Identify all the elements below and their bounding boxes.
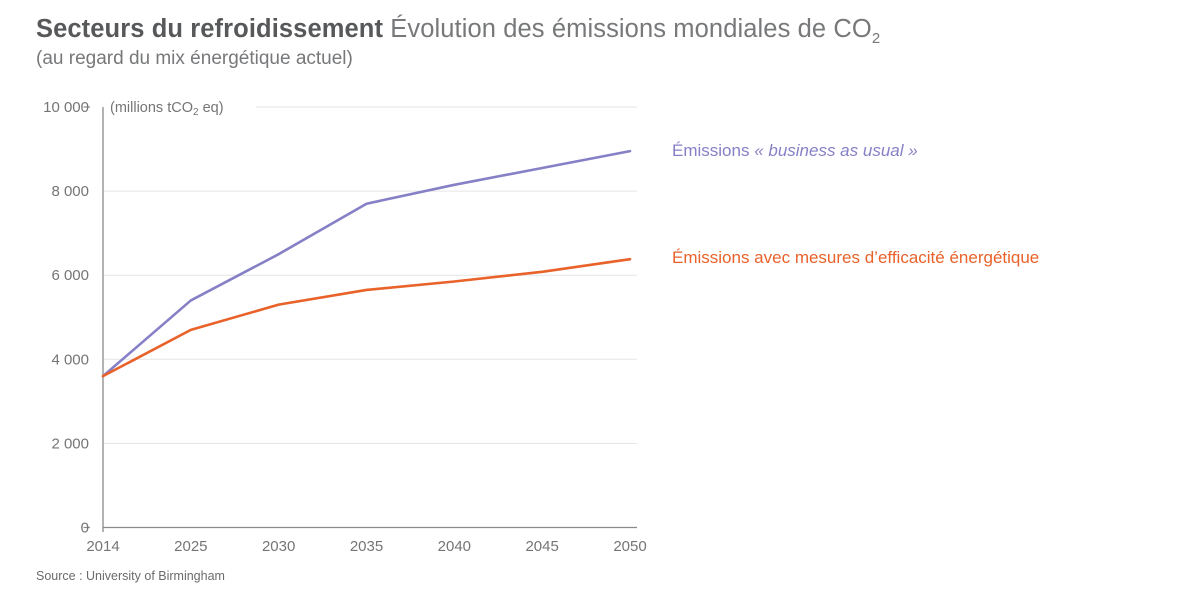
y-tick-label: 4 000 bbox=[51, 351, 89, 368]
page-title-bold: Secteurs du refroidissement bbox=[36, 15, 384, 43]
page-title: Secteurs du refroidissement Évolution de… bbox=[36, 14, 881, 48]
legend-bau-label: Émissions « business as usual » bbox=[672, 141, 918, 161]
series-efficiency-line bbox=[101, 257, 632, 378]
y-tick-label: 6 000 bbox=[51, 267, 89, 284]
x-tick-label: 2040 bbox=[438, 538, 471, 555]
x-tick-label: 2035 bbox=[350, 538, 383, 555]
y-tick-label: 10 000 bbox=[43, 99, 89, 116]
page-subtitle: (au regard du mix énergétique actuel) bbox=[36, 47, 353, 69]
x-tick-label: 2030 bbox=[262, 538, 295, 555]
x-tick-label: 2045 bbox=[525, 538, 558, 555]
page-title-subscript: 2 bbox=[871, 30, 881, 48]
legend-efficiency-label: Émissions avec mesures d’efficacité éner… bbox=[672, 248, 1040, 267]
legend-bau-italic: « business as usual » bbox=[754, 141, 918, 160]
axis-unit-label: (millions tCO2 eq) bbox=[110, 100, 224, 118]
emissions-chart: 0 2 000 4 000 6 000 8 000 10 000 (millions tCO… bbox=[43, 99, 647, 555]
y-tick-label: 8 000 bbox=[51, 183, 89, 200]
x-tick-label: 2014 bbox=[86, 538, 119, 555]
y-tick-label: 2 000 bbox=[51, 435, 89, 452]
series-bau-line bbox=[101, 149, 632, 378]
legend-bau-prefix: Émissions bbox=[672, 141, 755, 160]
header: Secteurs du refroidissement Évolution de… bbox=[36, 14, 880, 70]
y-tick-label: 0 bbox=[81, 520, 89, 537]
page-title-regular: Évolution des émissions mondiales de CO bbox=[383, 15, 872, 43]
x-tick-label: 2025 bbox=[174, 538, 207, 555]
source-note: Source : University of Birmingham bbox=[36, 569, 225, 583]
x-tick-label: 2050 bbox=[613, 538, 646, 555]
